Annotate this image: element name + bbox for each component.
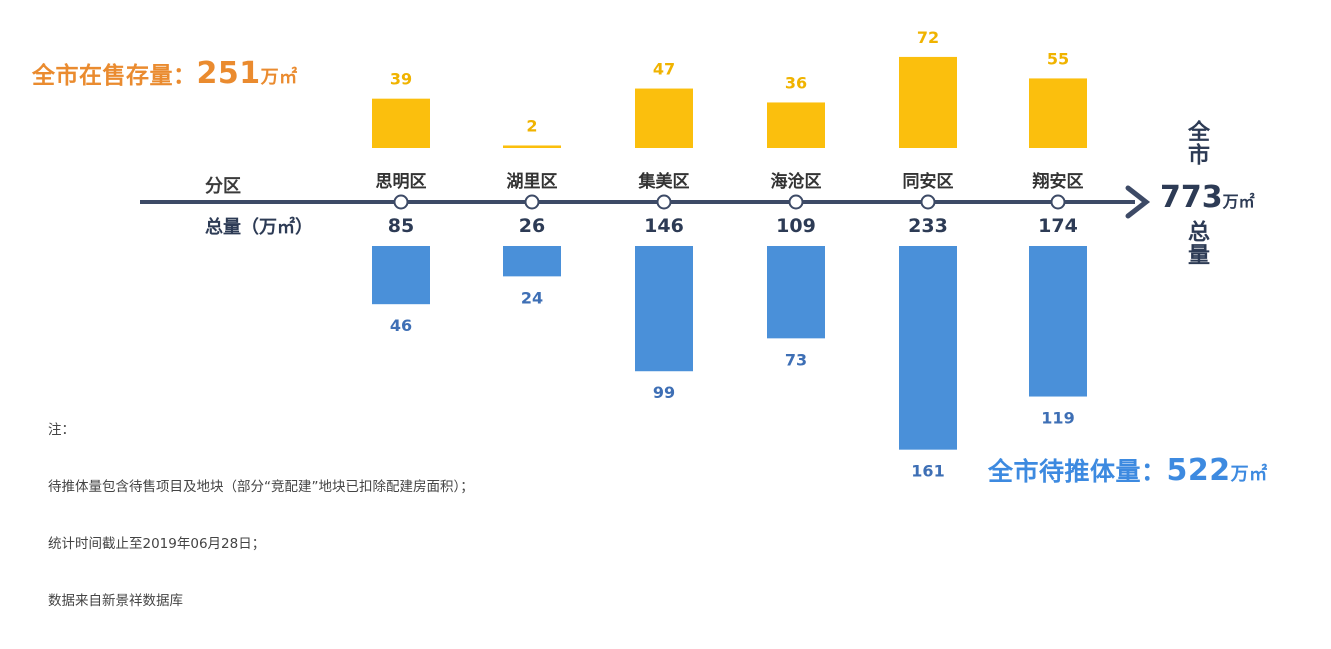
city-total-unit: 万㎡ xyxy=(1222,192,1255,211)
pending-bar xyxy=(1029,246,1087,397)
axis-node xyxy=(920,194,936,210)
pending-bar-label: 24 xyxy=(521,288,543,307)
inventory-bar-label: 2 xyxy=(526,116,537,135)
city-total-value-wrap: 773万㎡ xyxy=(1160,180,1255,215)
inventory-bar xyxy=(503,145,561,148)
axis-arrow xyxy=(1125,185,1151,219)
total-value: 109 xyxy=(776,215,816,237)
axis-node xyxy=(656,194,672,210)
total-value: 174 xyxy=(1038,215,1078,237)
city-total-value: 773 xyxy=(1160,180,1223,215)
inventory-bar xyxy=(767,102,825,148)
inventory-bar-label: 55 xyxy=(1047,49,1069,68)
inventory-bar xyxy=(372,98,430,148)
district-label: 思明区 xyxy=(376,172,427,192)
pending-title-value: 522 xyxy=(1166,453,1231,488)
total-value: 85 xyxy=(388,215,414,237)
inventory-bar xyxy=(635,88,693,148)
pending-bar-label: 73 xyxy=(785,350,807,369)
note-line-0: 注： xyxy=(48,422,75,438)
inventory-bar xyxy=(1029,78,1087,148)
district-label: 同安区 xyxy=(903,171,954,192)
axis-node xyxy=(788,194,804,210)
district-label: 翔安区 xyxy=(1032,171,1084,192)
district-label: 海沧区 xyxy=(771,171,822,192)
district-label: 集美区 xyxy=(638,171,690,192)
pending-bar xyxy=(767,246,825,339)
pending-bar-label: 119 xyxy=(1041,409,1074,428)
pending-bar-label: 161 xyxy=(911,462,944,481)
pending-title: 全市待推体量：522万㎡ xyxy=(988,452,1268,488)
inventory-title-label: 全市在售存量： xyxy=(32,63,197,89)
note-line-1: 待推体量包含待售项目及地块（部分“竞配建”地块已扣除配建房面积）； xyxy=(48,479,474,495)
note-line-2: 统计时间截止至2019年06月28日； xyxy=(48,536,266,552)
axis-node xyxy=(393,194,409,210)
axis-node xyxy=(1050,194,1066,210)
city-total-top: 全市 xyxy=(1184,120,1209,166)
chart-container: 思明区 85 39 46 湖里区 26 2 24 集美区 146 47 99 海沧区 109 36 73 同安区… xyxy=(32,28,1268,609)
axis-node xyxy=(524,194,540,210)
total-value: 26 xyxy=(519,215,545,237)
inventory-title-value: 251 xyxy=(196,56,261,91)
city-total-bottom: 总量 xyxy=(1184,220,1209,266)
pending-bar xyxy=(899,246,957,450)
chart-svg: 思明区 85 39 46 湖里区 26 2 24 集美区 146 47 99 海沧区 109 36 73 同安区… xyxy=(140,28,1151,481)
inventory-title-unit: 万㎡ xyxy=(260,67,298,88)
pending-bar xyxy=(503,246,561,277)
inventory-bar-label: 72 xyxy=(917,28,939,47)
pending-title-label: 全市待推体量： xyxy=(988,457,1167,486)
inventory-bar-label: 47 xyxy=(653,60,675,79)
pending-title-unit: 万㎡ xyxy=(1230,464,1268,485)
inventory-bar-label: 39 xyxy=(390,70,412,89)
notes: 注： 待推体量包含待售项目及地块（部分“竞配建”地块已扣除配建房面积）； 统计时… xyxy=(48,383,474,649)
inventory-title: 全市在售存量：251万㎡ xyxy=(32,56,298,91)
pending-bar-label: 46 xyxy=(390,316,412,335)
pending-bar xyxy=(635,246,693,372)
pending-bar-label: 99 xyxy=(653,383,675,402)
note-line-3: 数据来自新景祥数据库 xyxy=(48,593,183,609)
row-label-district: 分区 xyxy=(205,176,241,197)
pending-bar xyxy=(372,246,430,305)
district-label: 湖里区 xyxy=(507,172,558,192)
inventory-bar-label: 36 xyxy=(785,73,807,92)
row-label-total: 总量（万㎡） xyxy=(205,217,313,238)
inventory-bar xyxy=(899,56,957,148)
total-value: 146 xyxy=(644,215,684,237)
total-value: 233 xyxy=(908,215,948,237)
